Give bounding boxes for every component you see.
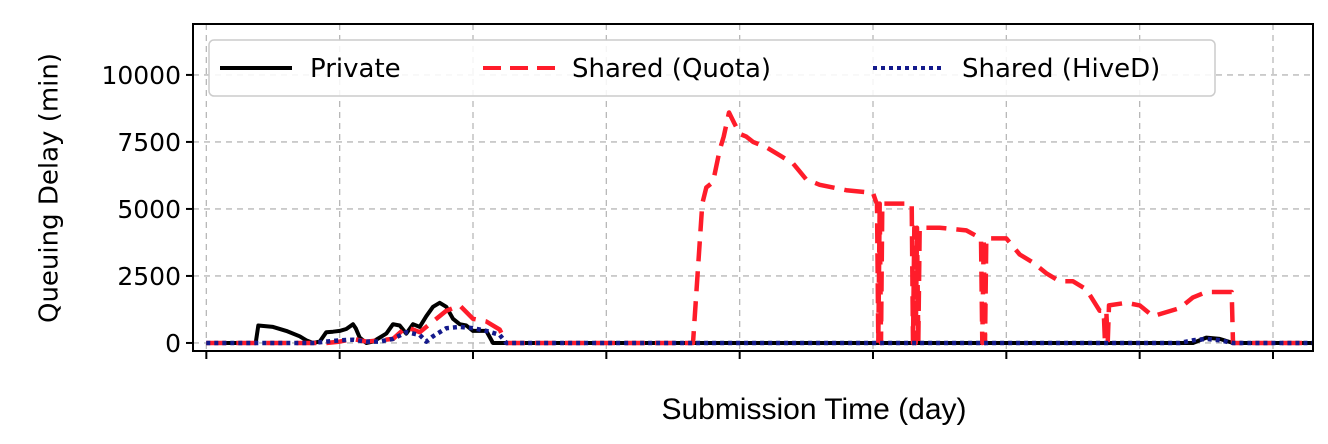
series-line-shared-quota (206, 110, 1313, 346)
y-axis-ticks: 0 2500 5000 7500 10000 (101, 61, 193, 358)
x-axis-label: Submission Time (day) (661, 393, 966, 426)
legend-item-shared-hived: Shared (HiveD) (873, 54, 1160, 84)
legend-label-shared-hived: Shared (HiveD) (962, 54, 1160, 84)
y-axis-label: Queuing Delay (min) (35, 53, 65, 323)
legend-label-private: Private (310, 54, 401, 84)
x-axis-ticks (205, 351, 1274, 359)
y-tick-label-0: 0 (165, 329, 181, 358)
y-tick-label-5000: 5000 (117, 195, 181, 224)
legend-box (208, 39, 1216, 97)
y-tick-label-7500: 7500 (117, 128, 181, 157)
y-tick-label-2500: 2500 (117, 262, 181, 291)
legend-item-private: Private (220, 54, 401, 84)
series-lines (206, 110, 1313, 346)
y-tick-label-10000: 10000 (101, 61, 181, 90)
legend-label-shared-quota: Shared (Quota) (572, 54, 771, 84)
plot-frame (192, 23, 1314, 352)
legend-item-shared-quota: Shared (Quota) (483, 54, 771, 84)
legend: Private Shared (Quota) Shared (HiveD) (208, 39, 1216, 97)
